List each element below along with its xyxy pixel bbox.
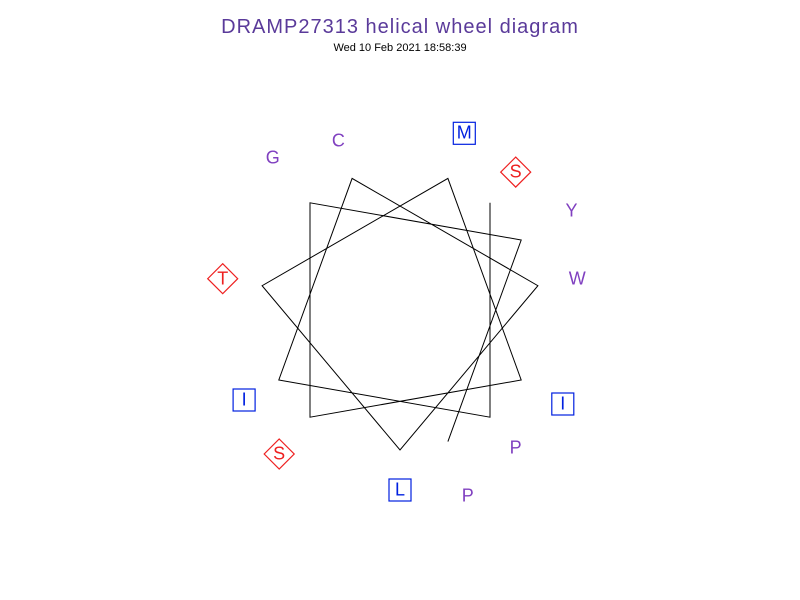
residue-label: Y — [565, 201, 577, 222]
residue-label: T — [217, 268, 228, 289]
residue-label: M — [457, 123, 472, 144]
wheel-polyline — [262, 178, 538, 450]
residue-label: G — [266, 148, 280, 169]
residue-label: I — [242, 390, 247, 411]
residue-label: P — [510, 437, 522, 458]
residue-label: P — [462, 486, 474, 507]
residue-label: S — [273, 444, 285, 465]
helical-wheel-svg — [0, 0, 800, 600]
residue-label: C — [332, 130, 345, 151]
residue-label: I — [560, 394, 565, 415]
residue-label: W — [569, 268, 586, 289]
residue-label: L — [395, 480, 405, 501]
residue-label: S — [510, 162, 522, 183]
